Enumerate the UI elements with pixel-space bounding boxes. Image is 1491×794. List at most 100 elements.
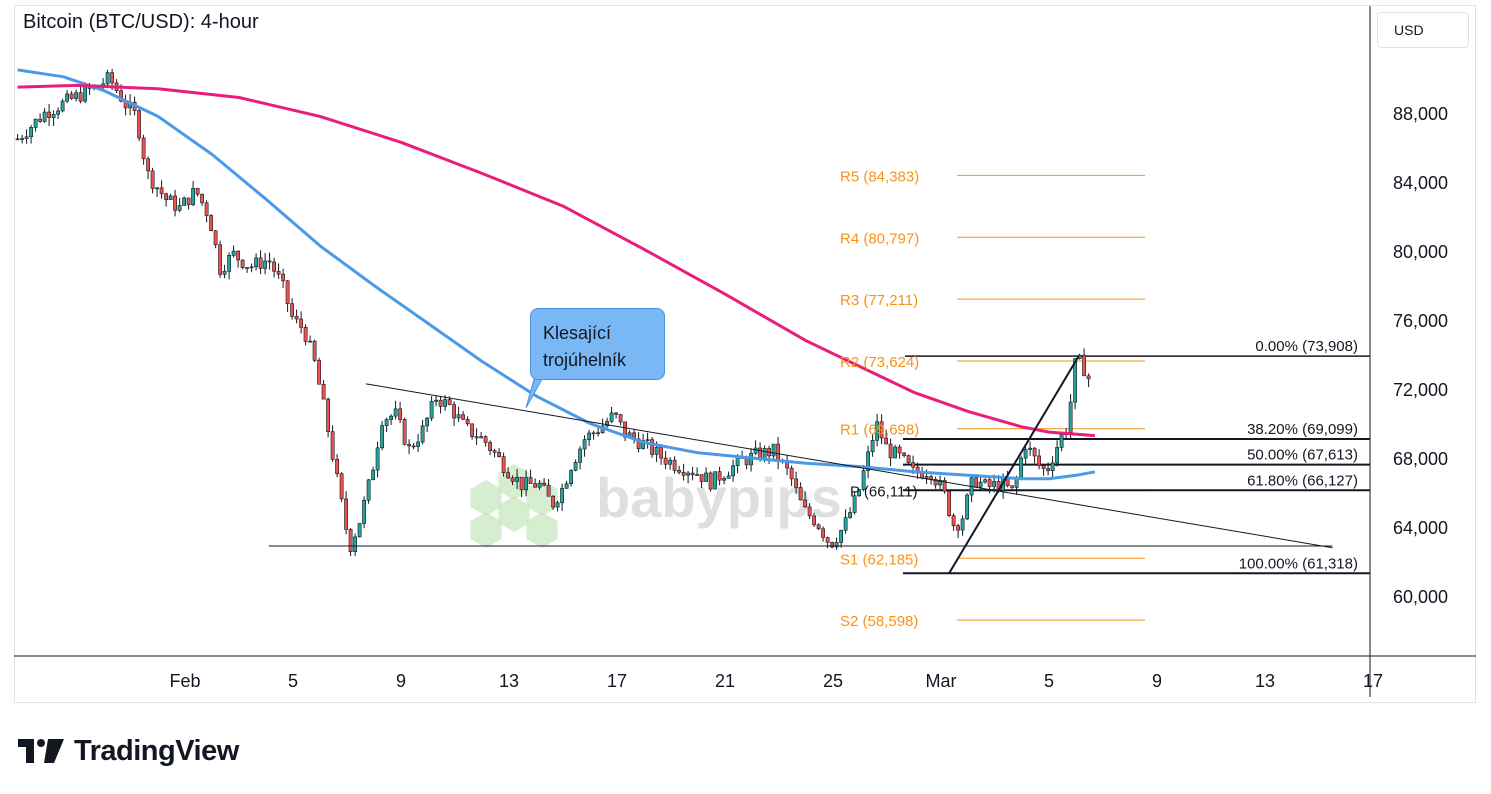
drawings[interactable]: [268, 355, 1333, 574]
tradingview-brand: TradingView: [74, 734, 239, 767]
candle-up: [357, 523, 362, 538]
candle-down: [209, 215, 214, 232]
candle-up: [1073, 358, 1078, 403]
candle-up: [168, 195, 173, 201]
pivot-level-label: S1 (62,185): [840, 551, 918, 568]
candle-down: [1005, 478, 1010, 487]
x-tick-label: 25: [823, 671, 843, 691]
candle-up: [852, 495, 857, 513]
candle-down: [137, 110, 142, 139]
tradingview-logo[interactable]: TradingView: [18, 731, 239, 771]
candle-up: [249, 266, 254, 269]
candle-down: [672, 459, 677, 471]
candle-up: [587, 432, 592, 440]
candle-down: [69, 93, 74, 99]
candle-down: [438, 399, 443, 407]
candle-up: [537, 482, 542, 488]
candle-down: [776, 443, 781, 461]
candle-up: [839, 529, 844, 543]
candle-up: [263, 260, 268, 269]
candle-down: [447, 399, 452, 405]
candle-down: [987, 479, 992, 487]
candle-up: [713, 471, 718, 490]
candle-up: [578, 448, 583, 463]
candle-down: [816, 524, 821, 530]
candle-up: [191, 188, 196, 206]
candle-down: [470, 423, 475, 437]
candle-up: [380, 425, 385, 449]
candle-down: [330, 431, 335, 460]
candle-down: [650, 439, 655, 455]
x-tick-label: 9: [396, 671, 406, 691]
candle-down: [47, 111, 52, 118]
candle-up: [866, 451, 871, 471]
candle-up: [1023, 449, 1028, 459]
candle-down: [501, 456, 506, 473]
candle-down: [317, 360, 322, 385]
candle-down: [303, 327, 308, 342]
candle-down: [281, 273, 286, 282]
candle-down: [533, 483, 538, 488]
candle-down: [344, 498, 349, 530]
candle-up: [416, 441, 421, 447]
candle-up: [366, 479, 371, 501]
candle-up: [479, 436, 484, 439]
y-tick-label: 64,000: [1393, 518, 1448, 538]
candle-down: [1082, 354, 1087, 377]
candle-down: [173, 195, 178, 211]
candle-up: [731, 465, 736, 477]
candle-up: [668, 459, 673, 465]
candle-down: [947, 490, 952, 516]
candle-up: [182, 197, 187, 206]
candle-down: [218, 244, 223, 275]
candle-up: [420, 425, 425, 443]
candle-up: [456, 414, 461, 419]
fib-level-label: 100.00% (61,318): [1239, 555, 1358, 572]
candle-down: [830, 541, 835, 548]
fib-level-label: 0.00% (73,908): [1255, 338, 1358, 355]
watermark-hex: [498, 496, 530, 532]
candle-up: [375, 447, 380, 471]
candle-up: [74, 92, 79, 99]
candle-up: [992, 481, 997, 487]
candle-down: [528, 477, 533, 484]
x-tick-label: 5: [288, 671, 298, 691]
candle-up: [596, 432, 601, 435]
candle-down: [200, 193, 205, 204]
candle-down: [452, 404, 457, 419]
candle-down: [465, 418, 470, 425]
candle-down: [213, 230, 218, 246]
currency-button[interactable]: USD: [1377, 12, 1469, 48]
candle-down: [794, 478, 799, 488]
x-tick-label: 17: [1363, 671, 1383, 691]
candle-up: [875, 421, 880, 441]
moving-average-fast: [17, 68, 1096, 481]
candle-up: [29, 127, 34, 138]
candle-down: [1046, 468, 1051, 472]
candle-up: [695, 474, 700, 476]
fib-level-label: 50.00% (67,613): [1247, 447, 1358, 464]
candle-up: [704, 472, 709, 482]
y-tick-label: 84,000: [1393, 173, 1448, 193]
candle-down: [821, 528, 826, 538]
candle-up: [308, 340, 313, 343]
y-tick-label: 80,000: [1393, 242, 1448, 262]
candle-up: [564, 483, 569, 489]
annotation-callout[interactable]: Klesající trojúhelník: [530, 308, 665, 380]
candle-up: [771, 443, 776, 457]
candle-up: [56, 110, 61, 115]
candle-up: [1059, 434, 1064, 448]
candle-up: [33, 118, 38, 128]
candle-up: [434, 399, 439, 402]
candle-down: [15, 138, 20, 141]
candle-down: [911, 462, 916, 468]
candle-down: [258, 257, 263, 269]
candle-up: [645, 439, 650, 441]
candle-down: [933, 478, 938, 486]
candle-down: [285, 280, 290, 304]
candle-down: [1041, 465, 1046, 469]
candle-down: [618, 414, 623, 423]
annotation-line-1: Klesající: [543, 323, 612, 343]
candle-down: [1086, 375, 1091, 380]
